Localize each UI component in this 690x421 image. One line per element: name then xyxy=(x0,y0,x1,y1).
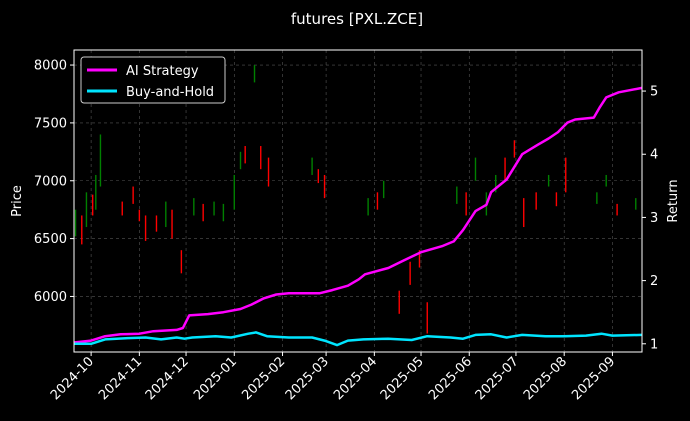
y-right-axis-ticks: 1 2 3 4 5 xyxy=(642,85,658,352)
y-left-tick-label: 6000 xyxy=(34,290,67,305)
y-right-tick-label: 5 xyxy=(650,85,658,100)
y-right-tick-label: 4 xyxy=(650,148,658,163)
legend: AI Strategy Buy-and-Hold xyxy=(80,56,226,104)
series-line-buy-and-hold xyxy=(74,331,643,347)
series-line-ai-strategy xyxy=(73,86,643,344)
y-left-axis-label: Price xyxy=(10,185,25,217)
candlesticks xyxy=(74,65,637,334)
y-left-tick-label: 6500 xyxy=(34,232,67,247)
y-left-axis-ticks: 6000 6500 7000 7500 8000 xyxy=(34,59,74,305)
y-right-axis-label: Return xyxy=(666,179,681,222)
legend-label-ai-strategy: AI Strategy xyxy=(126,64,199,79)
chart-title: futures [PXL.ZCE] xyxy=(291,10,423,28)
y-left-tick-label: 8000 xyxy=(34,59,67,74)
series-lines xyxy=(73,86,643,347)
y-right-tick-label: 2 xyxy=(650,274,658,289)
plot-frame xyxy=(73,49,643,353)
y-left-tick-label: 7500 xyxy=(34,116,67,131)
y-right-tick-label: 1 xyxy=(650,337,658,352)
y-right-tick-label: 3 xyxy=(650,211,658,226)
y-left-tick-label: 7000 xyxy=(34,174,67,189)
legend-label-buy-and-hold: Buy-and-Hold xyxy=(126,85,214,100)
